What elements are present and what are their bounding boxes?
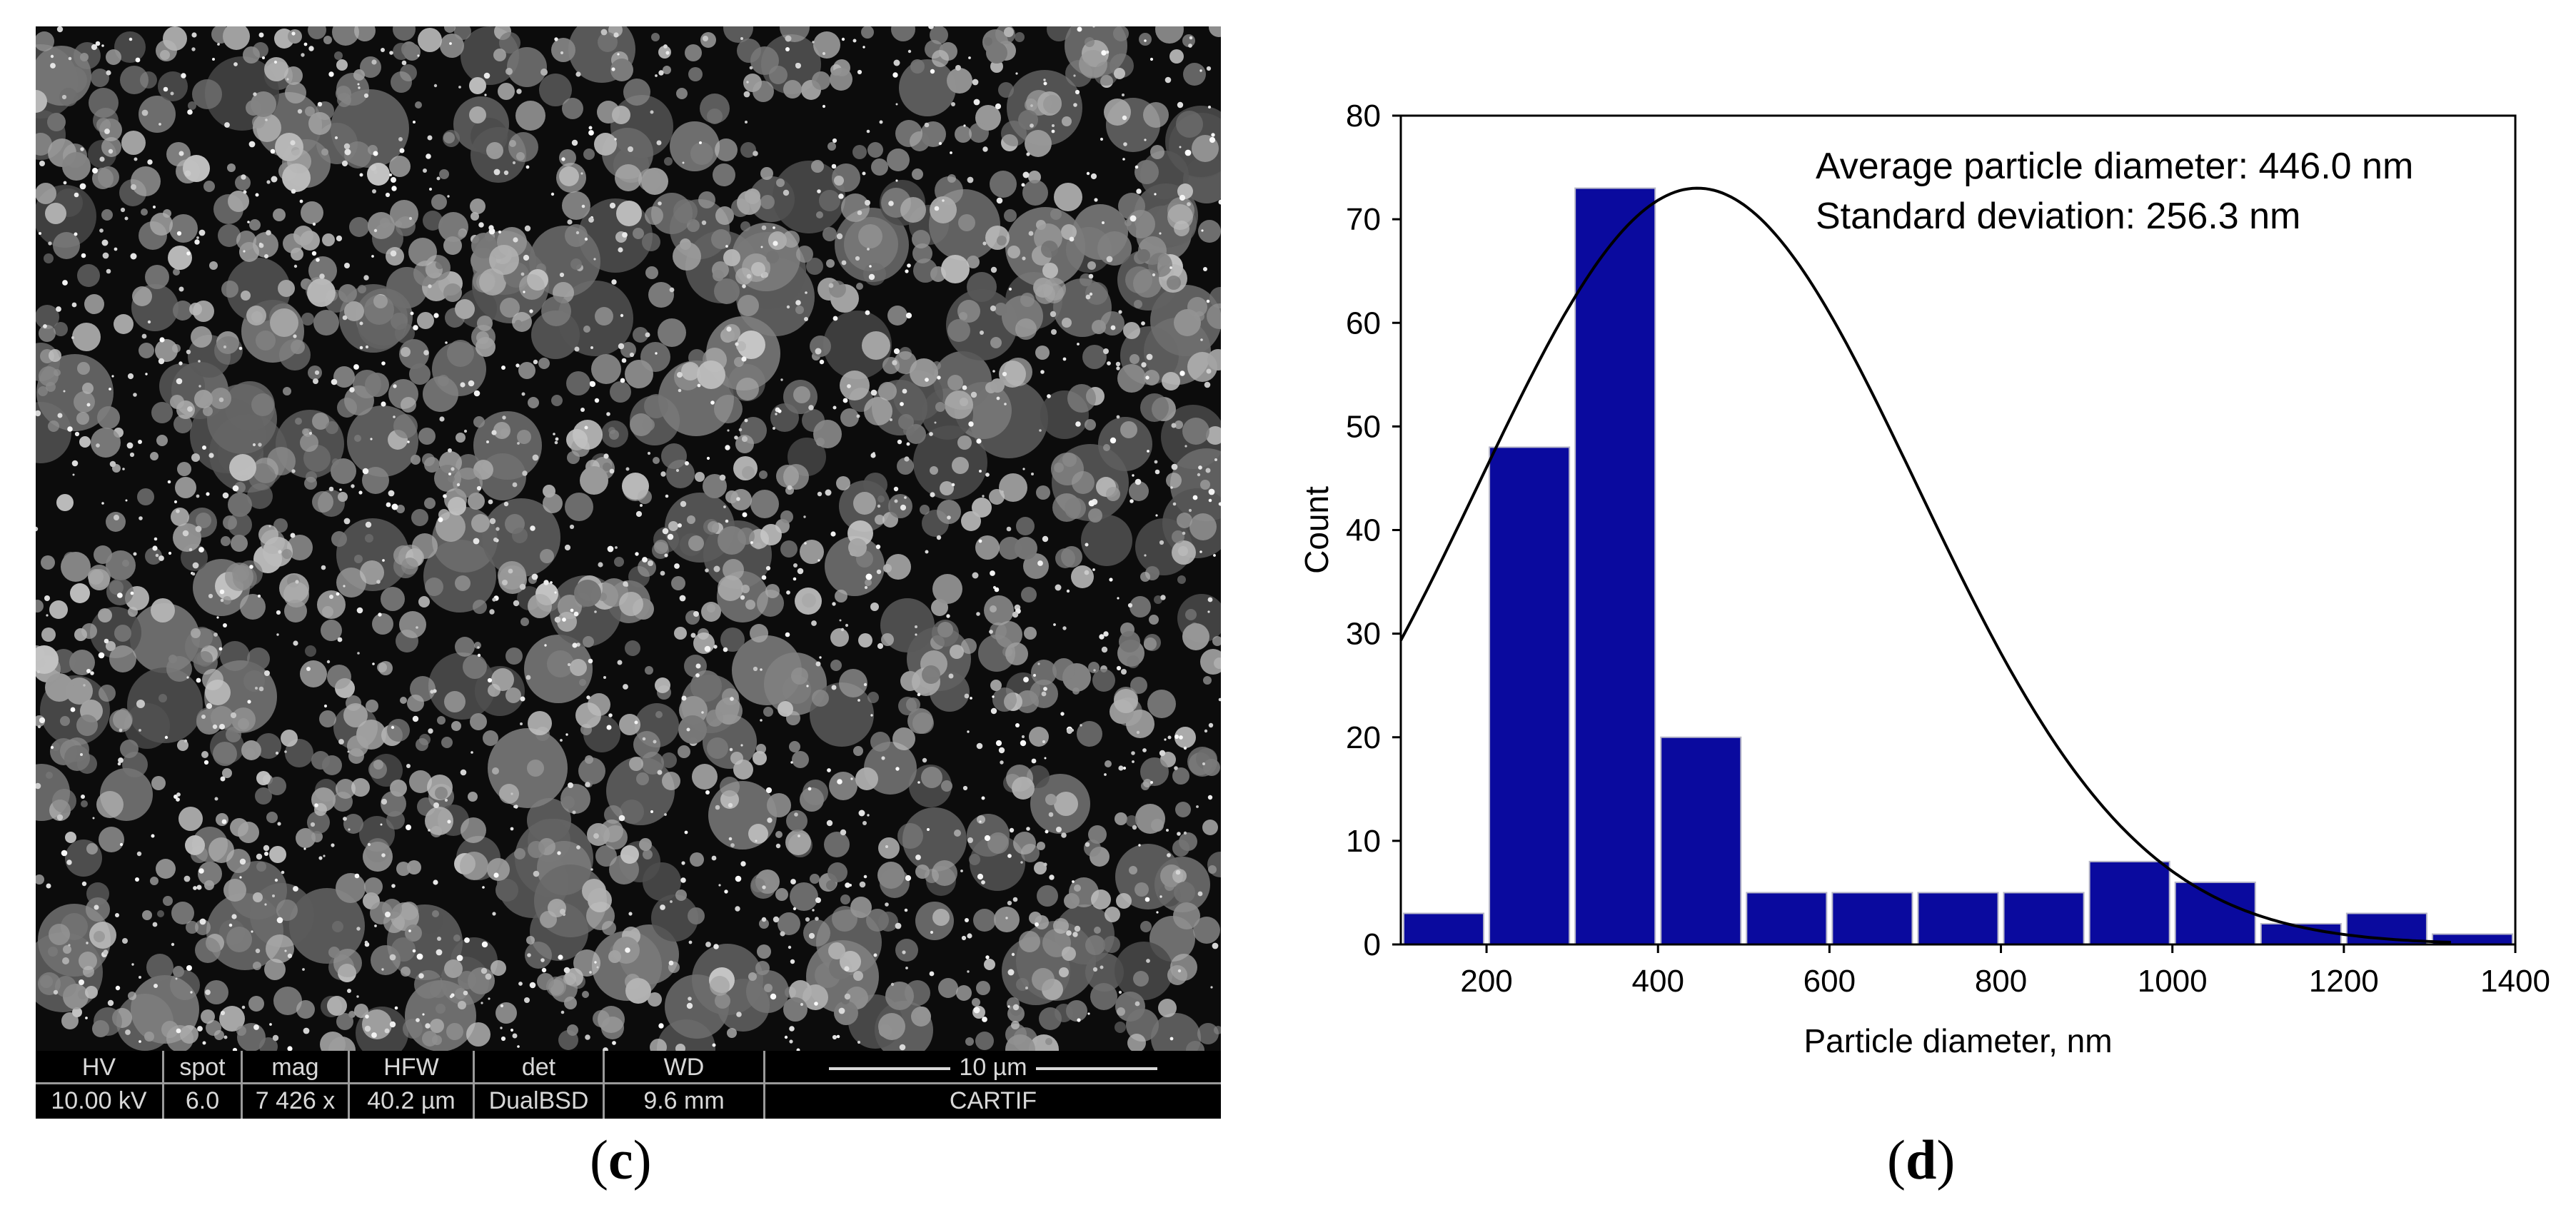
panel-label-d: (d) xyxy=(1887,1129,1956,1191)
y-tick-label: 40 xyxy=(1346,513,1381,548)
histogram-bars xyxy=(1403,187,2514,946)
scale-bar-line xyxy=(1035,1067,1157,1071)
histogram-bar xyxy=(1746,892,1828,945)
databar-value: 10.00 kV xyxy=(51,1087,147,1114)
x-tick-label: 600 xyxy=(1803,964,1856,999)
y-tick-label: 30 xyxy=(1346,617,1381,652)
y-tick-label: 50 xyxy=(1346,409,1381,444)
databar-col-mag: mag 7 426 x xyxy=(243,1051,350,1119)
databar-col-wd: WD 9.6 mm xyxy=(605,1051,765,1119)
annotation-std: Standard deviation: 256.3 nm xyxy=(1816,196,2300,237)
histogram-bar xyxy=(1489,446,1571,945)
y-axis-label: Count xyxy=(1298,486,1335,574)
x-tick-label: 1200 xyxy=(2309,964,2379,999)
databar-col-spot: spot 6.0 xyxy=(164,1051,243,1119)
x-tick-label: 1400 xyxy=(2480,964,2550,999)
databar-label: WD xyxy=(605,1051,763,1084)
histogram-bar xyxy=(2088,860,2170,946)
sem-particle-texture xyxy=(36,26,1221,1051)
databar-label: HFW xyxy=(350,1051,473,1084)
histogram-bar xyxy=(1660,736,1742,945)
databar-value: 7 426 x xyxy=(255,1087,336,1114)
y-tick-label: 80 xyxy=(1346,99,1381,133)
histogram-bar xyxy=(1574,187,1656,945)
histogram-bar xyxy=(1917,892,1999,945)
y-tick-label: 60 xyxy=(1346,306,1381,341)
y-tick-label: 0 xyxy=(1364,927,1381,962)
y-tick-label: 10 xyxy=(1346,824,1381,859)
x-tick-label: 200 xyxy=(1460,964,1512,999)
x-tick-label: 800 xyxy=(1975,964,2027,999)
databar-col-hv: HV 10.00 kV xyxy=(36,1051,164,1119)
databar-col-hfw: HFW 40.2 µm xyxy=(350,1051,475,1119)
y-tick-label: 20 xyxy=(1346,720,1381,755)
sem-panel: HV 10.00 kV spot 6.0 mag 7 426 x HFW 40.… xyxy=(36,26,1221,1119)
sem-micrograph xyxy=(36,26,1221,1051)
y-tick-label: 70 xyxy=(1346,202,1381,237)
scale-bar-line xyxy=(829,1067,951,1071)
panel-letter-c: c xyxy=(608,1129,633,1191)
x-axis-ticks: 200 400 600 800 1000 1200 1400 xyxy=(1460,944,2550,999)
databar-label: HV xyxy=(36,1051,162,1084)
histogram-bar xyxy=(1403,912,1485,946)
databar-label: mag xyxy=(243,1051,348,1084)
databar-label: spot xyxy=(164,1051,241,1084)
databar-scale: 10 µm CARTIF xyxy=(765,1051,1221,1119)
databar-value: 6.0 xyxy=(185,1087,220,1114)
fit-curve-line xyxy=(1399,186,2451,944)
panel-letter-d: d xyxy=(1905,1129,1937,1191)
sem-particles-image xyxy=(36,26,1221,1051)
sem-databar: HV 10.00 kV spot 6.0 mag 7 426 x HFW 40.… xyxy=(36,1051,1221,1119)
histogram-bar xyxy=(2174,881,2256,946)
databar-label: det xyxy=(475,1051,603,1084)
histogram-bar xyxy=(2003,892,2085,945)
panel-label-c: (c) xyxy=(590,1129,652,1191)
lab-name: CARTIF xyxy=(949,1087,1037,1114)
annotation-average: Average particle diameter: 446.0 nm xyxy=(1816,146,2413,187)
x-tick-label: 400 xyxy=(1632,964,1684,999)
x-axis-label: Particle diameter, nm xyxy=(1803,1022,2112,1059)
databar-value: 40.2 µm xyxy=(367,1087,456,1114)
databar-value: DualBSD xyxy=(488,1087,589,1114)
x-tick-label: 1000 xyxy=(2138,964,2208,999)
histogram-bar xyxy=(1831,892,1913,945)
normal-fit-curve xyxy=(1399,186,2451,944)
y-axis-ticks: 0 10 20 30 40 50 60 70 80 xyxy=(1346,99,1401,962)
scale-bar: 10 µm xyxy=(765,1051,1221,1084)
scale-bar-label: 10 µm xyxy=(959,1054,1027,1081)
databar-value: 9.6 mm xyxy=(643,1087,725,1114)
databar-col-det: det DualBSD xyxy=(475,1051,605,1119)
